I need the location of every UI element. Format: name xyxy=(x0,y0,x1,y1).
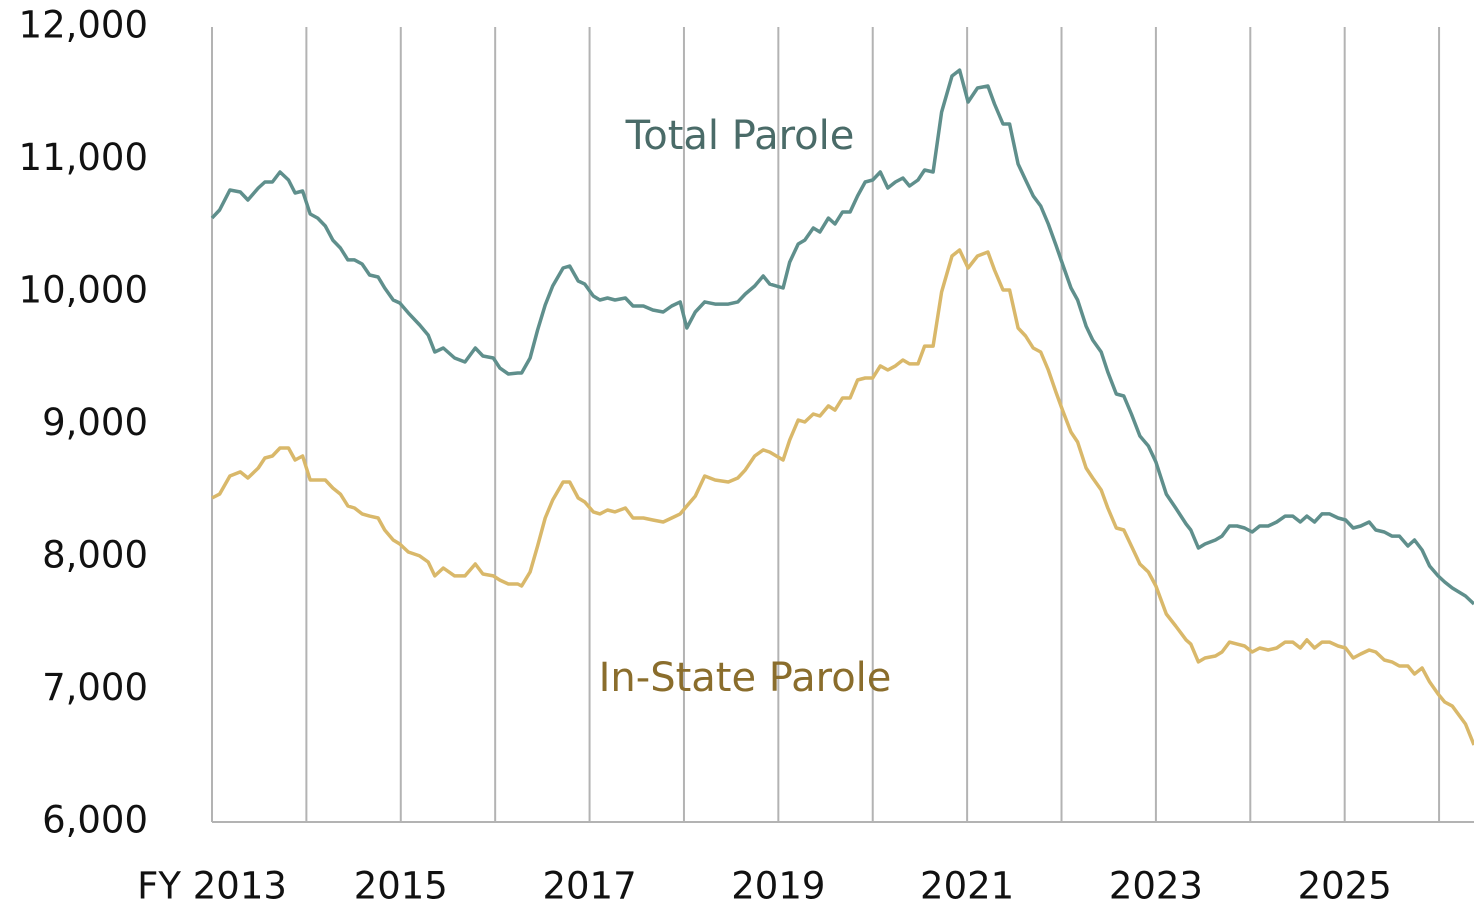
x-tick-label: 2015 xyxy=(354,865,448,908)
y-tick-label: 11,000 xyxy=(19,136,148,179)
y-tick-label: 6,000 xyxy=(42,799,148,842)
x-tick-label: FY 2013 xyxy=(137,865,287,908)
y-tick-label: 10,000 xyxy=(19,269,148,312)
y-tick-label: 9,000 xyxy=(42,401,148,444)
x-tick-label: 2023 xyxy=(1109,865,1203,908)
series-line xyxy=(210,68,1474,606)
x-tick-label: 2019 xyxy=(731,865,825,908)
y-tick-label: 8,000 xyxy=(42,534,148,577)
series-label: In-State Parole xyxy=(599,655,892,701)
x-tick-label: 2025 xyxy=(1298,865,1392,908)
x-tick-label: 2017 xyxy=(542,865,636,908)
x-tick-label: 2021 xyxy=(920,865,1014,908)
series-label: Total Parole xyxy=(625,113,855,159)
series-line xyxy=(211,248,1474,746)
y-tick-label: 7,000 xyxy=(42,666,148,709)
y-tick-label: 12,000 xyxy=(19,4,148,47)
